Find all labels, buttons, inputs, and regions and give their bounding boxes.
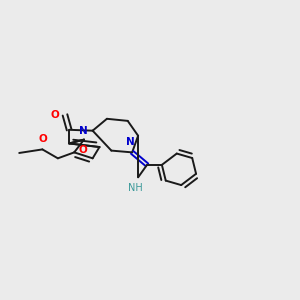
Text: N: N — [126, 137, 135, 147]
Text: O: O — [51, 110, 60, 120]
Text: NH: NH — [128, 183, 143, 193]
Text: N: N — [79, 126, 87, 136]
Text: O: O — [78, 145, 87, 155]
Text: O: O — [38, 134, 47, 144]
